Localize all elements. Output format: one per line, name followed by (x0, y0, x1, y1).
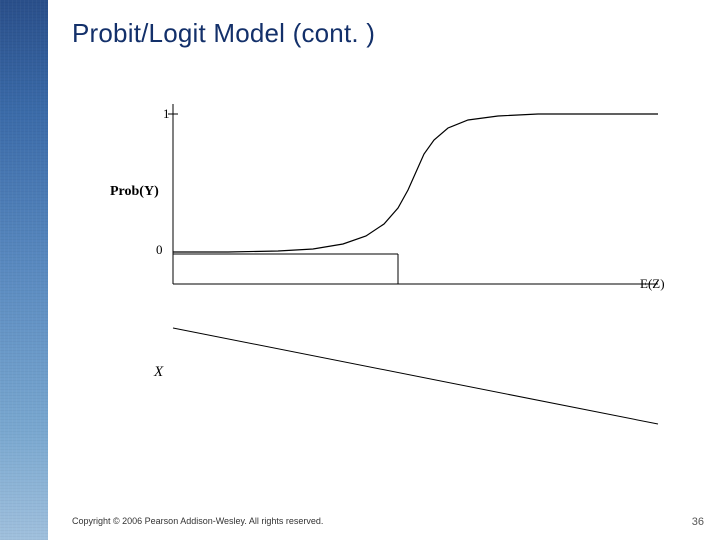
label-zero: 0 (156, 242, 163, 258)
label-one: 1 (163, 106, 170, 122)
label-x: X (154, 364, 163, 381)
chart-svg (108, 84, 668, 454)
decorative-sidebar (0, 0, 48, 540)
slide-title: Probit/Logit Model (cont. ) (72, 18, 692, 49)
slide-main: Probit/Logit Model (cont. ) Prob(Y) 1 0 … (48, 0, 720, 540)
page-number: 36 (692, 516, 704, 528)
probit-logit-chart: Prob(Y) 1 0 E(Z) X (108, 84, 690, 464)
label-prob-y: Prob(Y) (110, 184, 159, 200)
copyright-footer: Copyright © 2006 Pearson Addison-Wesley.… (72, 516, 323, 526)
label-ez: E(Z) (640, 276, 665, 292)
